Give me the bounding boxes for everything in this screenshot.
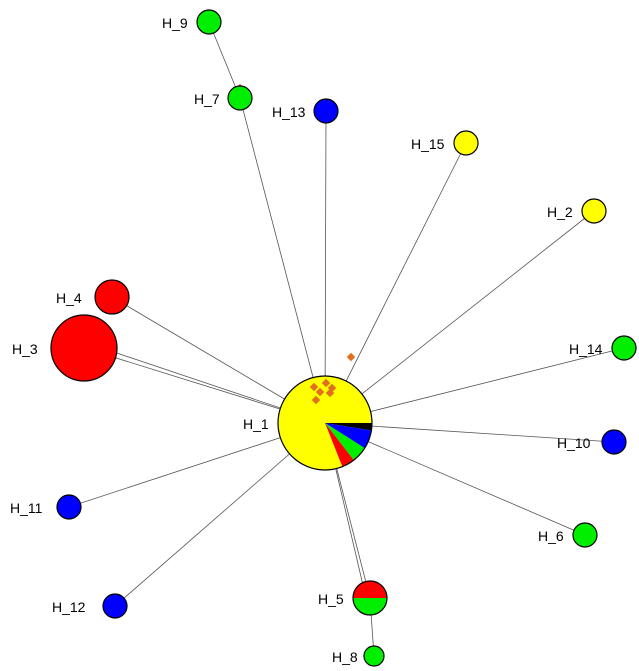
label-h15: H_15 [411,136,445,152]
median-vectors [235,83,356,362]
edge-h1-h15 [324,142,467,424]
label-h9: H_9 [162,15,188,31]
node-fill-blue [601,429,627,455]
node-fill-red [50,314,118,382]
median-vector-h1-4 [315,387,325,397]
node-h8 [363,645,385,667]
edge-h1-h2 [324,210,595,424]
edge-h1-h10 [324,422,615,443]
node-h5 [352,580,388,616]
pie-slice-green [353,598,387,615]
node-fill-yellow [453,130,479,156]
haplotype-labels: H_1 H_2 H_3 H_4 H_5 H_6 H_7 H_8 H_9 H_10… [10,15,603,665]
median-vector-h1-2 [321,378,331,388]
edge-h1-h7 [239,97,326,424]
node-fill-green [611,335,637,361]
pie-slice-red [353,581,387,598]
median-vector-h1-6 [311,395,321,405]
label-h6: H_6 [538,528,564,544]
pie-slice-green [325,423,365,461]
node-fill-green [572,522,598,548]
node-outline [352,580,388,616]
node-fill-green [196,9,222,35]
node-h10 [601,429,627,455]
label-h14: H_14 [569,341,603,357]
pie-slice-black [325,423,372,431]
node-h7 [227,85,253,111]
label-h11: H_11 [10,500,43,516]
node-h9 [196,9,222,35]
node-h6 [572,522,598,548]
pie-slice-blue [325,423,372,449]
label-h5: H_5 [318,591,344,607]
median-vector-h1-1 [309,382,319,392]
label-h3: H_3 [12,341,38,357]
node-fill-blue [313,98,339,124]
pie-slice-red [325,423,354,467]
label-h8: H_8 [332,649,358,665]
label-h4: H_4 [56,290,82,306]
node-h13 [313,98,339,124]
node-fill-blue [56,494,82,520]
node-h15 [453,130,479,156]
median-vector-h1-5 [325,388,335,398]
label-h10: H_10 [557,435,591,451]
node-h1 [277,375,373,471]
node-fill-green [227,85,253,111]
label-h12: H_12 [52,599,86,615]
node-h11 [56,494,82,520]
node-outline [277,375,373,471]
node-h4 [94,279,130,315]
label-h7: H_7 [194,91,220,107]
node-h14 [611,335,637,361]
node-fill-green [363,645,385,667]
node-fill-red [94,279,130,315]
label-h2: H_2 [547,204,573,220]
pie-slice-yellow [277,375,372,470]
edge-h1-h13 [324,110,327,424]
node-h3 [50,314,118,382]
label-h1: H_1 [243,416,269,432]
median-vector-h15-branch [346,352,356,362]
label-h13: H_13 [272,104,306,120]
haplotype-nodes [50,9,637,667]
node-h12 [102,593,128,619]
node-fill-blue [102,593,128,619]
edge-h7-h9 [208,21,241,99]
edge-h1-h14 [324,347,625,424]
node-h2 [581,198,607,224]
network-edges [68,21,625,657]
node-fill-yellow [581,198,607,224]
